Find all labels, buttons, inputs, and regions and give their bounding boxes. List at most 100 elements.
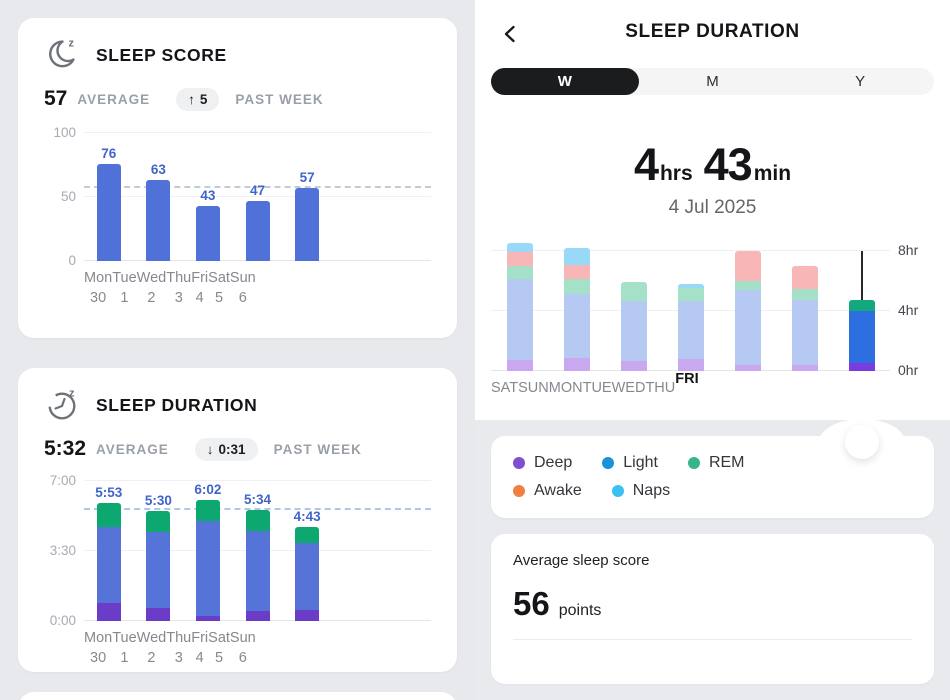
- gridline: [491, 249, 890, 251]
- bar-wed[interactable]: [734, 251, 761, 371]
- bar-slot-mon[interactable]: [605, 235, 662, 371]
- bar-slot-tue[interactable]: [662, 235, 719, 371]
- bar-value-label: 5:30: [144, 493, 172, 508]
- back-button[interactable]: [495, 20, 525, 50]
- light-segment: [295, 543, 320, 610]
- chevron-left-icon: [501, 24, 519, 47]
- y-axis-tick: 0: [68, 253, 76, 268]
- bar-sun[interactable]: [563, 248, 590, 371]
- sleep-duration-header: z SLEEP DURATION: [44, 386, 431, 424]
- x-axis-label[interactable]: SAT: [491, 379, 519, 396]
- bar-slot-thu[interactable]: [776, 235, 833, 371]
- tab-month[interactable]: M: [639, 68, 787, 95]
- deep-segment: [791, 364, 818, 371]
- bar-thu[interactable]: [791, 265, 818, 371]
- legend-label: REM: [708, 454, 745, 471]
- light-dot-icon: [602, 457, 615, 469]
- x-axis-label[interactable]: TUE: [582, 379, 612, 396]
- range-segmented-control: W M Y: [491, 67, 934, 95]
- light-segment: [96, 527, 121, 603]
- legend-label: Awake: [534, 482, 582, 499]
- x-axis-label: Thu 3: [166, 270, 192, 307]
- average-label: AVERAGE: [77, 91, 151, 107]
- x-axis-label[interactable]: FRI: [675, 370, 699, 387]
- bar-slot-sun-6: [381, 469, 431, 621]
- bar-slot-sat[interactable]: [491, 235, 548, 371]
- y-axis-tick: 7:00: [49, 473, 76, 488]
- deep-segment: [195, 616, 220, 621]
- bar-slot-sun[interactable]: [548, 235, 605, 371]
- legend-label: Naps: [632, 482, 671, 499]
- x-axis-label[interactable]: WED: [611, 379, 646, 396]
- naps-segment: [563, 248, 590, 265]
- next-card-peek: [18, 692, 457, 700]
- bar-mon-30: [96, 163, 121, 261]
- deep-segment: [677, 358, 704, 371]
- score-card-label: Average sleep score: [513, 552, 650, 569]
- average-value: 5:32: [44, 437, 87, 460]
- rem-segment: [96, 503, 121, 527]
- gridline: [84, 196, 431, 197]
- bar-fri[interactable]: [848, 299, 875, 371]
- bar-segment: [146, 180, 171, 261]
- y-axis-tick: 3:30: [49, 543, 76, 558]
- legend-row: Deep Light REM: [513, 454, 912, 472]
- deep-segment: [563, 357, 590, 371]
- bar-sat[interactable]: [506, 243, 533, 371]
- x-axis-label: Mon 30: [84, 630, 113, 667]
- bar-segment: [295, 188, 320, 261]
- x-axis-label: Thu 3: [166, 630, 192, 667]
- up-arrow-icon: ↑: [188, 91, 195, 107]
- legend-item-rem: REM: [687, 454, 745, 472]
- day-selector-handle[interactable]: [845, 425, 879, 459]
- legend-row: Awake Naps: [513, 482, 912, 500]
- x-axis-label: Fri 4: [191, 630, 209, 667]
- bar-value-label: 57: [299, 170, 315, 186]
- bar-mon[interactable]: [620, 282, 647, 371]
- x-axis-label: Fri 4: [191, 270, 209, 307]
- average-dashed-line: [84, 508, 431, 511]
- x-axis-label: Wed 2: [136, 270, 167, 307]
- rem-segment: [506, 265, 533, 280]
- light-segment: [791, 300, 818, 365]
- tab-year[interactable]: Y: [786, 68, 934, 95]
- bar-slot-wed-2: 43: [183, 119, 233, 261]
- rem-segment: [791, 288, 818, 301]
- bar-slot-mon-30: 76: [84, 119, 134, 261]
- tab-week[interactable]: W: [491, 67, 639, 95]
- bar-tue-1: [146, 511, 171, 621]
- rem-segment: [563, 279, 590, 295]
- hours-unit: hrs: [659, 161, 693, 185]
- x-axis-label[interactable]: MON: [548, 379, 583, 396]
- x-axis-label: Mon 30: [84, 270, 113, 307]
- bar-value-label: 47: [250, 182, 266, 198]
- sleep-duration-detail-panel: SLEEP DURATION W M Y 4 hrs 43 min 4 Jul …: [475, 0, 950, 700]
- average-sleep-score-card: Average sleep score 56 points: [491, 534, 934, 684]
- deep-dot-icon: [513, 457, 525, 469]
- legend-label: Light: [623, 454, 658, 471]
- bar-slot-fri[interactable]: [833, 235, 890, 371]
- sleep-score-card: z SLEEP SCORE 57 AVERAGE ↑ 5 PAST WEEK 0…: [18, 18, 457, 338]
- y-axis-tick: 0:00: [49, 613, 76, 628]
- deep-segment: [848, 363, 875, 371]
- selected-day-summary: 4 hrs 43 min 4 Jul 2025: [475, 139, 950, 219]
- light-segment: [734, 289, 761, 366]
- bar-value-label: 43: [200, 187, 216, 203]
- bar-fri-4: [295, 188, 320, 261]
- svg-text:z: z: [69, 388, 75, 400]
- sleep-score-chart: 0 50 100 76 63 43 47 57 Mon 30 Tue 1 Wed 2 Thu 3 Fri 4 Sat…: [44, 119, 431, 309]
- x-axis-label[interactable]: SUN: [518, 379, 549, 396]
- bar-wed-2: [195, 500, 220, 621]
- awake-segment: [563, 264, 590, 280]
- sleep-stages-chart: 0hr 4hr 8hr SAT SUN MON TUE WED THU FRI: [491, 235, 934, 398]
- bar-slot-wed[interactable]: [719, 235, 776, 371]
- bar-segment: [245, 200, 270, 261]
- x-axis-label: Tue 1: [112, 270, 137, 307]
- bar-slot-fri-4: 57: [282, 119, 332, 261]
- minutes-unit: min: [753, 161, 792, 185]
- x-axis-label[interactable]: THU: [645, 379, 676, 396]
- score-value-row: 56 points: [513, 585, 912, 623]
- gridline: [84, 480, 431, 481]
- bar-tue-1: [146, 180, 171, 261]
- bar-tue[interactable]: [677, 283, 704, 371]
